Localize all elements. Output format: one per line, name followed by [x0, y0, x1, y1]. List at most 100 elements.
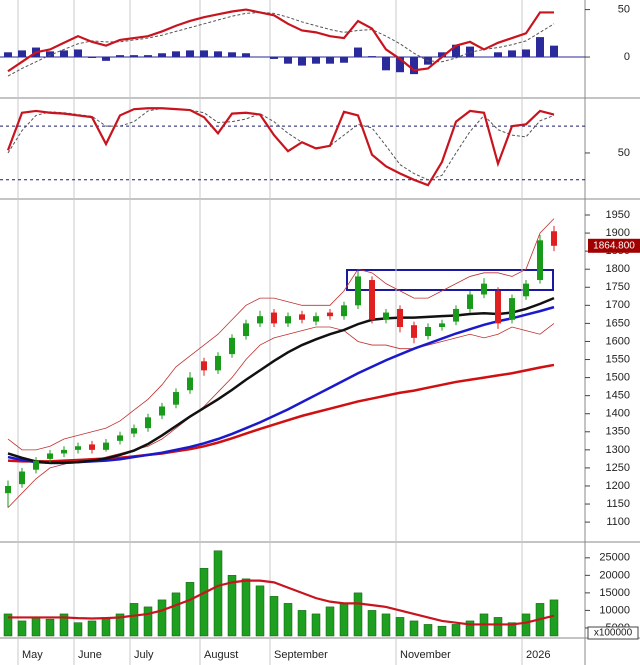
bar: [382, 57, 390, 71]
y-tick-label: 1500: [606, 371, 630, 383]
bar: [59, 613, 69, 637]
y-tick-label: 20000: [599, 569, 630, 581]
candle-body: [439, 323, 445, 328]
candle-body: [257, 316, 263, 324]
bar: [284, 57, 292, 64]
bar: [409, 620, 419, 637]
candle-body: [411, 325, 417, 338]
bar: [325, 606, 335, 637]
bar: [172, 51, 180, 58]
y-tick-label: 1350: [606, 426, 630, 438]
y-tick-label: 1100: [606, 516, 630, 528]
y-tick-label: 1250: [606, 462, 630, 474]
candle-body: [369, 280, 375, 320]
candle-body: [117, 435, 123, 441]
y-tick-label: 1800: [606, 263, 630, 275]
bar: [31, 617, 41, 637]
bar: [536, 37, 544, 58]
candle-body: [75, 446, 81, 450]
candle-body: [467, 294, 473, 309]
bar: [73, 622, 83, 637]
y-tick-label: 1900: [606, 227, 630, 239]
candle-body: [215, 355, 221, 371]
bar: [297, 610, 307, 637]
x-tick-label: June: [78, 649, 102, 661]
bar: [18, 50, 26, 58]
bar: [241, 578, 251, 637]
bar: [171, 592, 181, 637]
bar: [410, 57, 418, 75]
bar: [367, 610, 377, 637]
y-tick-label: 1400: [606, 408, 630, 420]
y-tick-label: 1950: [606, 209, 630, 221]
candle-body: [229, 337, 235, 355]
bar: [423, 624, 433, 637]
candle-body: [397, 308, 403, 328]
bar: [101, 617, 111, 637]
bar: [242, 53, 250, 58]
bar: [227, 575, 237, 637]
bar: [298, 57, 306, 66]
candle-body: [341, 305, 347, 317]
bar: [4, 52, 12, 58]
bar: [17, 620, 27, 637]
series-line: [7, 296, 555, 465]
y-tick-label: 1550: [606, 353, 630, 365]
y-tick-label: 10000: [599, 604, 630, 616]
candle-body: [481, 283, 487, 295]
bar: [438, 52, 446, 58]
bar: [354, 47, 362, 58]
bar: [368, 56, 376, 58]
y-tick-label: 0: [624, 51, 630, 63]
bar: [102, 57, 110, 61]
y-tick-label: 1650: [606, 317, 630, 329]
bar: [269, 596, 279, 637]
bar: [158, 53, 166, 58]
x-tick-label: May: [22, 649, 43, 661]
candle-body: [187, 377, 193, 391]
bar: [451, 624, 461, 637]
candle-body: [145, 417, 151, 429]
bar: [46, 51, 54, 58]
bar: [60, 50, 68, 58]
candle-body: [159, 406, 165, 416]
candle-body: [327, 312, 333, 317]
y-tick-label: 1300: [606, 444, 630, 456]
bar: [129, 603, 139, 637]
y-tick-label: 1200: [606, 480, 630, 492]
candle-body: [89, 444, 95, 450]
bar: [3, 613, 13, 637]
candle-body: [173, 392, 179, 405]
candle-body: [61, 449, 67, 454]
unit-label: x100000: [594, 628, 633, 639]
x-tick-label: August: [204, 649, 238, 661]
bar: [507, 622, 517, 637]
x-tick-label: November: [400, 649, 451, 661]
bar: [339, 603, 349, 637]
last-price-label: 1864.800: [593, 240, 635, 251]
bar: [396, 57, 404, 73]
bar: [549, 599, 559, 637]
candle-body: [551, 231, 557, 246]
bar: [45, 618, 55, 637]
bar: [270, 57, 278, 59]
bar: [185, 582, 195, 637]
bar: [130, 55, 138, 58]
x-tick-label: July: [134, 649, 154, 661]
series-line: [7, 107, 555, 181]
bar: [452, 44, 460, 58]
bar: [381, 613, 391, 637]
bar: [312, 57, 320, 64]
bar: [283, 603, 293, 637]
x-tick-label: September: [274, 649, 328, 661]
bar: [116, 55, 124, 58]
bar: [214, 51, 222, 58]
last-price-box: [588, 238, 640, 253]
candle-body: [131, 428, 137, 434]
candle-body: [243, 323, 249, 337]
candle-body: [313, 316, 319, 322]
candle-body: [453, 308, 459, 322]
candle-body: [495, 290, 501, 324]
bar: [213, 550, 223, 637]
